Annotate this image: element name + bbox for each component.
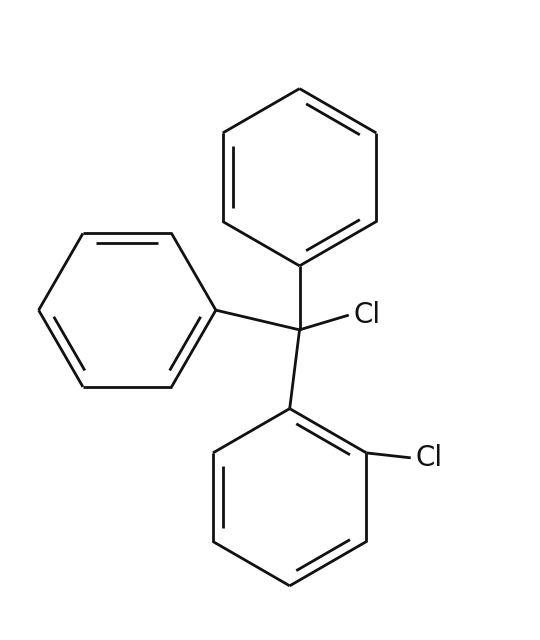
Text: Cl: Cl (354, 301, 381, 329)
Text: Cl: Cl (416, 444, 443, 472)
